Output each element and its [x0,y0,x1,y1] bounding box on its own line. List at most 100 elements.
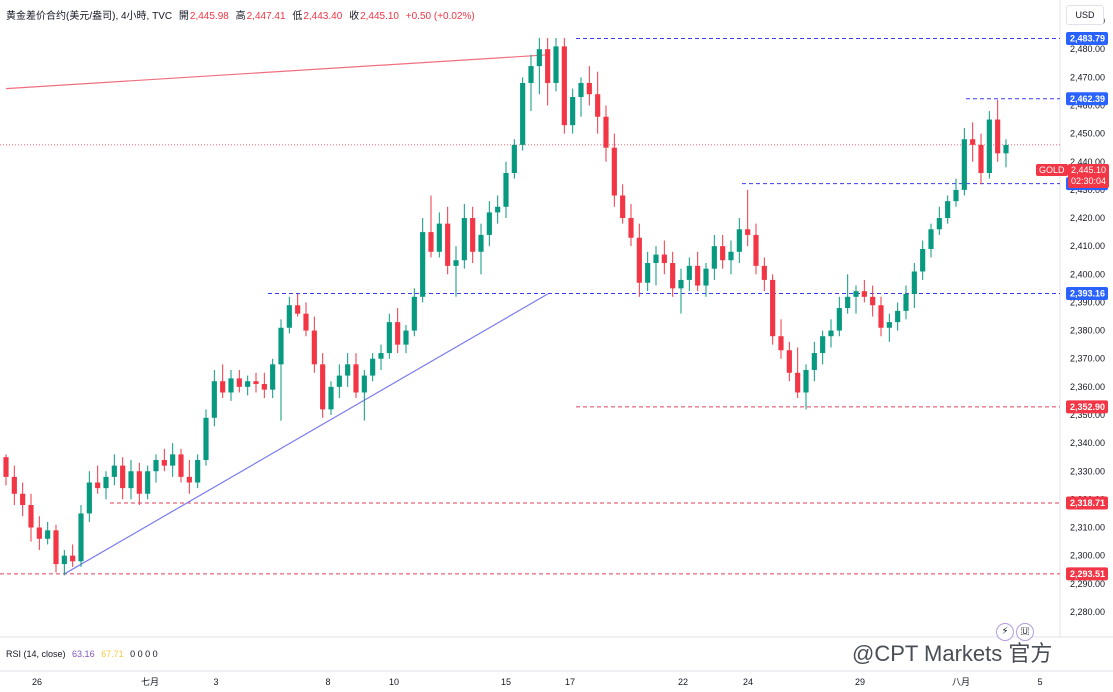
candle-body [753,234,759,266]
header-icons[interactable]: ⚡ 🇺 [996,621,1036,641]
candle-body [328,386,334,410]
candle-body [603,116,609,148]
candle-body [245,381,251,387]
candle-body [445,223,451,266]
y-tick-label: 2,280.00 [1070,607,1105,617]
level-price-tag [1066,567,1108,581]
candle-body [1003,144,1009,154]
candle-body [228,378,234,393]
rsi-ma-value: 67.71 [101,649,124,659]
candle-body [570,97,576,126]
candle-body [3,457,9,477]
candle-body [186,476,192,483]
candle-body [928,229,934,249]
rsi-legend[interactable]: RSI (14, close) 63.16 67.71 0 0 0 0 [6,649,158,659]
candle-body [920,248,926,272]
legend-low: 2,443.40 [303,11,343,22]
y-tick-label: 2,360.00 [1070,382,1105,392]
candle-body [170,454,176,466]
candle-body [20,493,26,506]
candle-body [320,364,326,410]
y-tick-label: 2,370.00 [1070,354,1105,364]
level-price-label: 2,483.79 [1070,34,1105,44]
candle-body [720,246,726,261]
candle-body [45,530,51,539]
candle-body [978,144,984,174]
currency-button[interactable]: USD [1066,5,1104,25]
level-price-tag [1066,400,1108,414]
candle-body [761,265,767,280]
candle-body [470,218,476,252]
candle-body [636,237,642,283]
candle-body [653,254,659,264]
candle-body [195,459,201,483]
candle-body [303,313,309,331]
candle-body [95,482,101,489]
candle-body [811,353,817,370]
candle-body [545,49,551,83]
candle-body [870,296,876,306]
y-tick-label: 2,420.00 [1070,213,1105,223]
candle-body [853,291,859,297]
candle-body [61,555,67,565]
candle-body [770,279,776,337]
last-price-tag: 2,445.10 02:30:04 [1068,164,1110,188]
y-tick-label: 2,350.00 [1070,410,1105,420]
candle-body [178,454,184,477]
candle-body [586,82,592,95]
candle-body [411,296,417,331]
candle-body [578,82,584,98]
candle-body [353,364,359,393]
candle-body [486,212,492,235]
candle-body [420,232,426,297]
candle-body [128,471,134,489]
x-tick-label: 5 [1037,677,1042,687]
y-tick-label: 2,480.00 [1070,44,1105,54]
level-price-label: 2,462.39 [1070,94,1105,104]
candle-body [436,223,442,252]
legend-low-label: 低 [292,11,303,22]
candle-body [511,144,517,174]
x-tick-label: 17 [565,677,575,687]
trendline-resistance [5,54,548,90]
candle-body [370,358,376,376]
symbol-tag: GOLD [1036,164,1068,176]
candle-body [503,173,509,207]
level-price-label: 2,352.90 [1070,402,1105,412]
chart-legend: 黄金差价合约(美元/盎司), 4小時, TVC 開2,445.98 高2,447… [6,7,475,22]
candle-body [286,305,292,328]
x-tick-label: 七月 [141,677,159,687]
candle-body [220,381,226,393]
y-tick-label: 2,390.00 [1070,297,1105,307]
level-price-tag [1066,287,1108,301]
legend-change: +0.50 (+0.02%) [405,11,475,22]
rsi-value: 63.16 [72,649,95,659]
candle-body [970,139,976,145]
candle-body [161,459,167,466]
level-price-tag [1066,32,1108,46]
candle-body [661,254,667,264]
bar-countdown: 02:30:04 [1071,176,1107,186]
candle-body [270,364,276,390]
candle-body [961,139,967,190]
legend-high: 2,447.41 [246,11,286,22]
lightning-icon[interactable]: ⚡ [996,623,1014,641]
y-tick-label: 2,380.00 [1070,326,1105,336]
legend-open: 2,445.98 [189,11,229,22]
candle-body [595,94,601,117]
candle-body [745,229,751,235]
candle-body [895,310,901,323]
candle-body [78,513,84,562]
y-tick-label: 2,410.00 [1070,241,1105,251]
candle-body [236,378,242,387]
candle-body [886,322,892,328]
legend-symbol: 黄金差价合约(美元/盎司), 4小時, TVC [6,11,173,22]
candle-body [103,476,109,489]
us-flag-icon[interactable]: 🇺 [1016,623,1034,641]
x-tick-label: 10 [389,677,399,687]
candle-body [386,322,392,354]
candle-body [803,369,809,393]
level-price-label: 2,318.71 [1070,498,1105,508]
